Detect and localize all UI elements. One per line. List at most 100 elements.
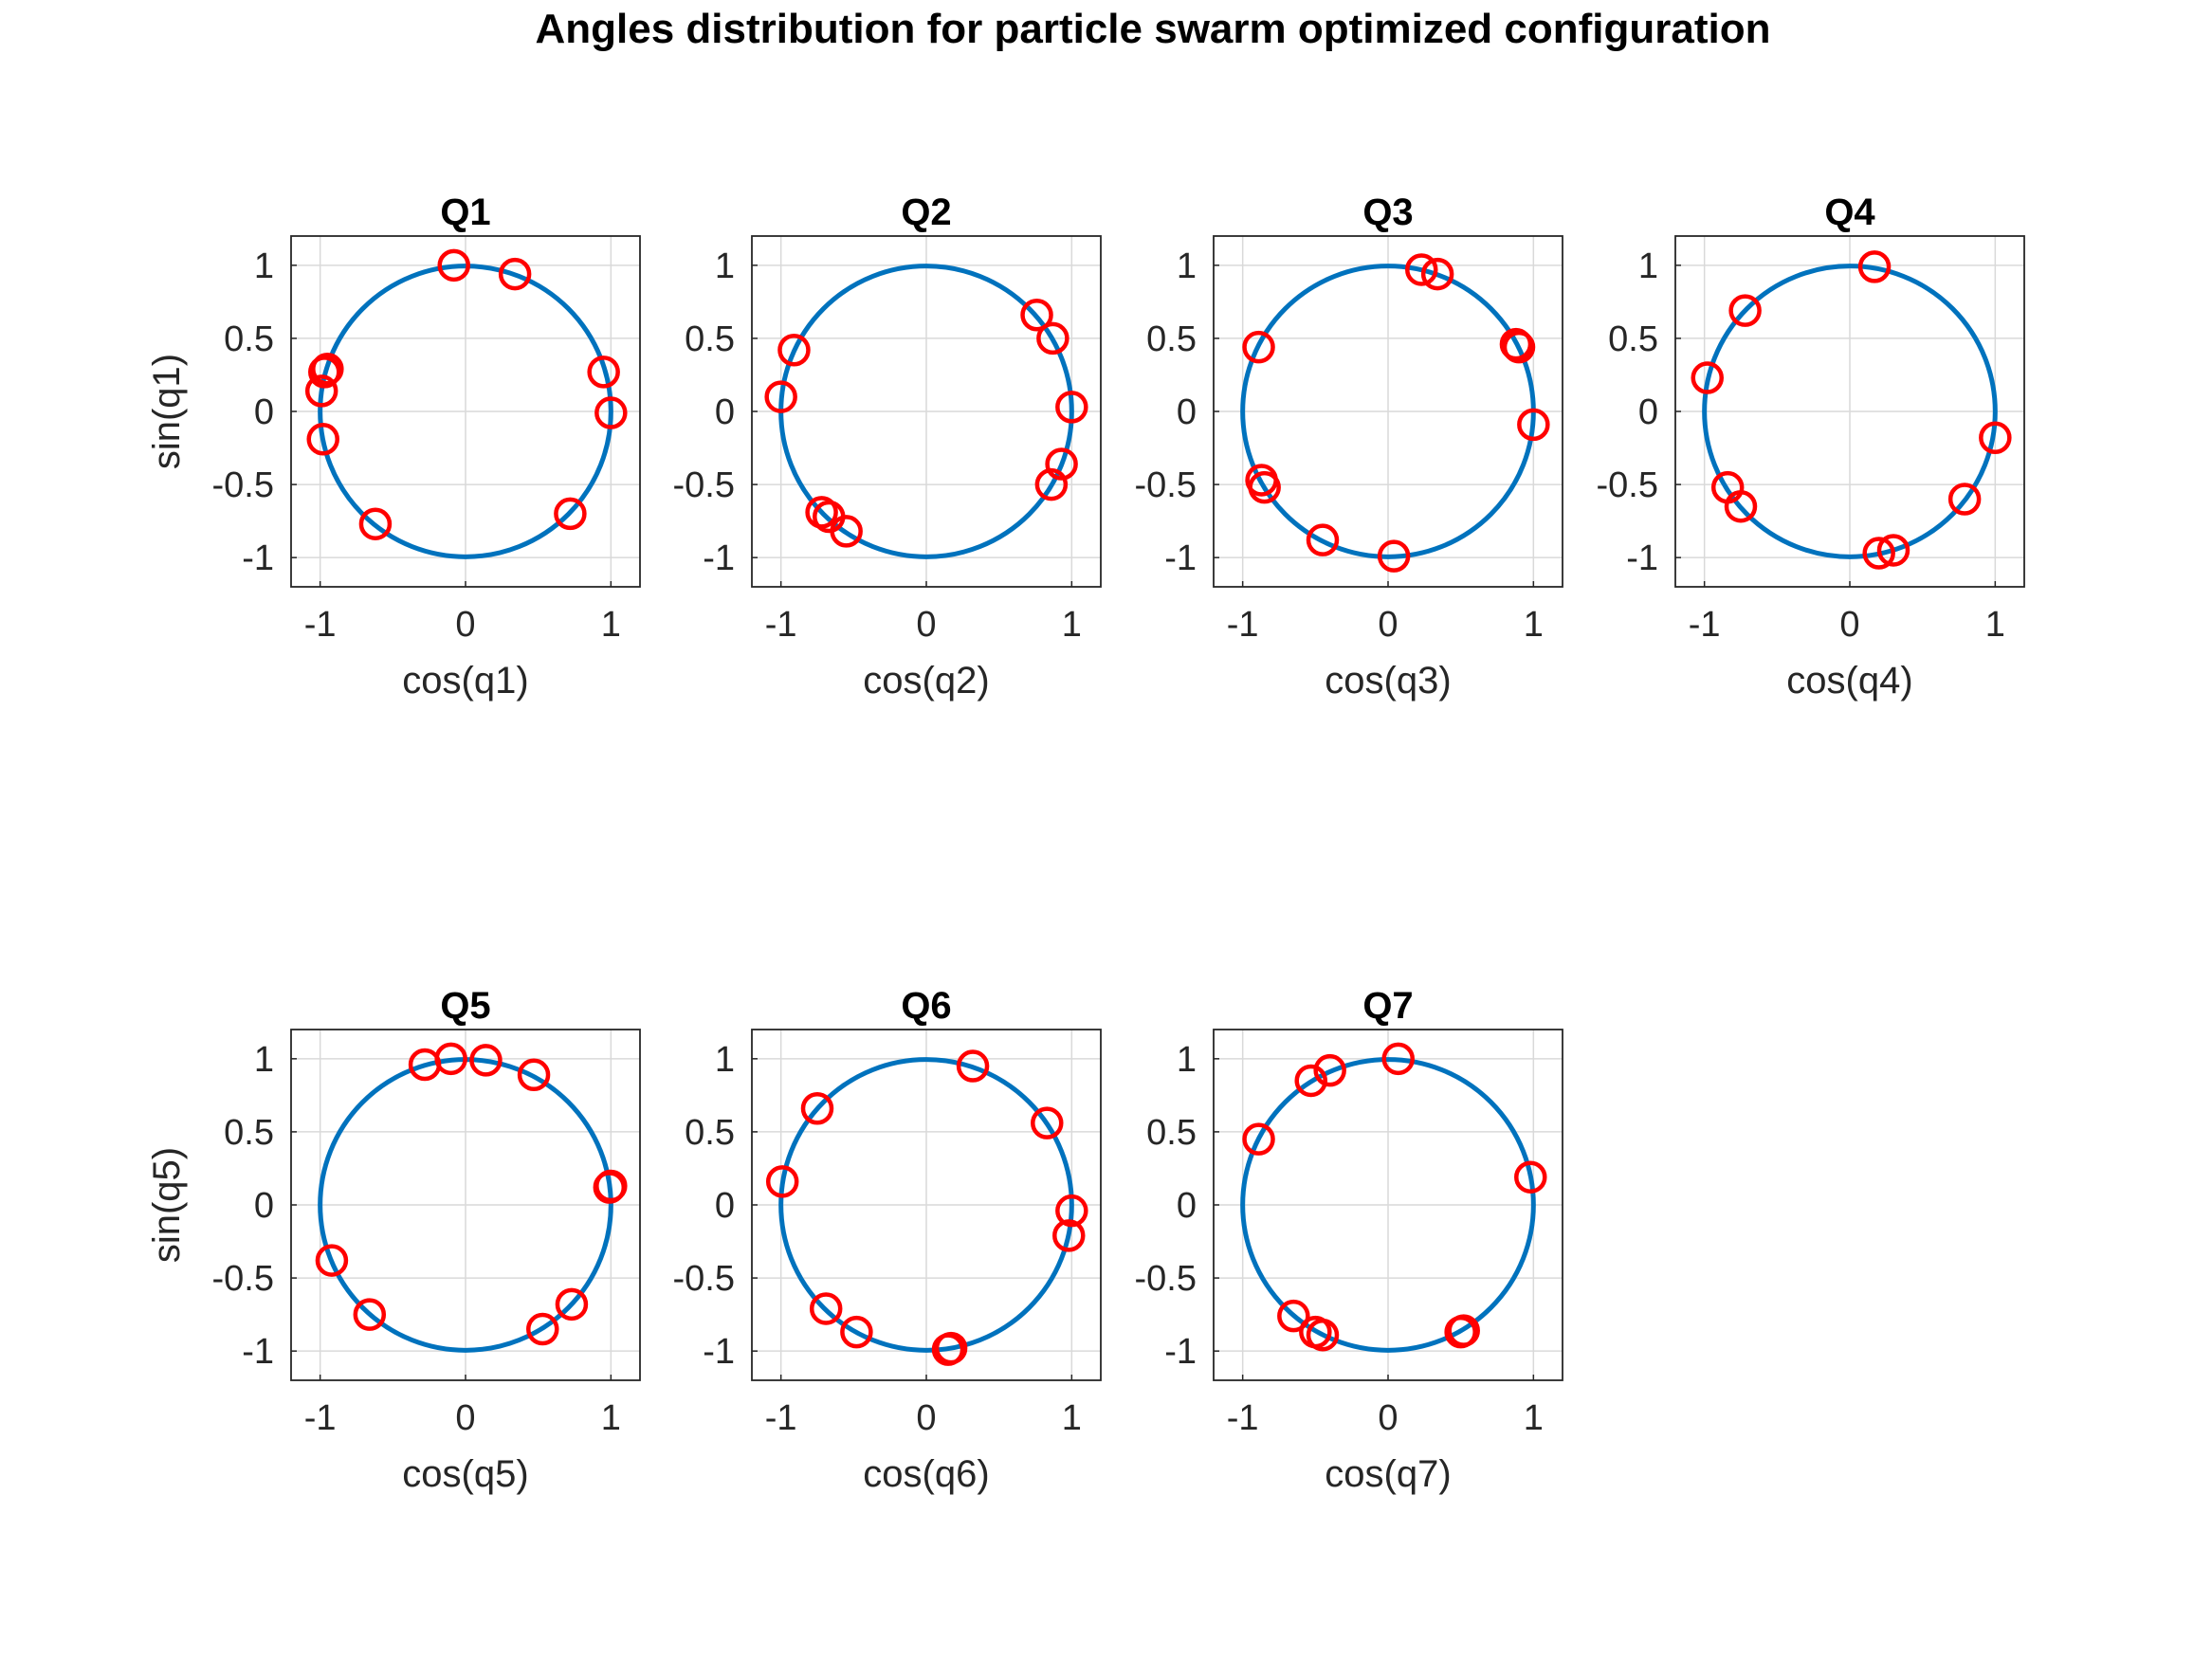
x-tick-label: 1 [1062, 1398, 1082, 1438]
y-tick-label: 0.5 [1608, 319, 1658, 359]
x-tick-label: 0 [916, 1398, 936, 1438]
x-tick-label: 0 [455, 1398, 475, 1438]
y-tick-label: 1 [254, 246, 274, 286]
data-point [1036, 321, 1069, 356]
subplot-4: -1 0 1 -1 -0.5 0 0.5 1 Q4 cos(q4) [1597, 191, 2025, 702]
data-point [777, 334, 811, 367]
y-axis-label: sin(q1) [146, 354, 188, 469]
subplot-7: -1 0 1 -1 -0.5 0 0.5 1 Q7 cos(q7) [1135, 985, 1563, 1495]
data-point [1299, 1315, 1332, 1349]
x-tick-label: 0 [1378, 605, 1398, 645]
y-tick-label: 0.5 [685, 319, 735, 359]
y-tick-label: 0.5 [224, 319, 274, 359]
subplot-6: -1 0 1 -1 -0.5 0 0.5 1 Q6 cos(q6) [673, 985, 1102, 1495]
y-tick-label: 1 [715, 1040, 735, 1080]
data-point [469, 1044, 503, 1077]
data-point [1245, 464, 1278, 497]
data-point [1947, 483, 1982, 516]
y-tick-label: 0 [254, 392, 274, 432]
x-tick-label: -1 [1227, 1398, 1259, 1438]
data-point [840, 1315, 873, 1349]
data-point [1876, 534, 1910, 567]
x-tick-label: 1 [1524, 605, 1544, 645]
y-tick-label: -0.5 [673, 465, 735, 505]
data-point [1728, 294, 1762, 327]
data-point [353, 1298, 387, 1331]
data-point [594, 396, 628, 429]
data-point [1242, 1122, 1275, 1156]
data-point [434, 1042, 467, 1076]
data-point [517, 1058, 551, 1092]
data-point [1420, 257, 1454, 291]
x-tick-label: -1 [1689, 605, 1721, 645]
data-point [800, 1092, 834, 1125]
x-axis-label: cos(q7) [1325, 1453, 1451, 1495]
data-point [1242, 330, 1275, 364]
y-tick-label: -1 [1164, 1332, 1197, 1372]
data-point [1277, 1299, 1310, 1333]
x-tick-label: 0 [455, 605, 475, 645]
data-point [315, 1244, 349, 1277]
subplot-5: -1 0 1 -1 -0.5 0 0.5 1 Q5 cos(q5) sin(q5) [146, 985, 641, 1495]
x-tick-label: -1 [765, 1398, 797, 1438]
y-tick-label: -1 [1626, 538, 1658, 578]
data-point [805, 496, 838, 529]
x-tick-label: 0 [1839, 605, 1859, 645]
x-tick-label: 1 [601, 605, 621, 645]
subplot-title: Q7 [1362, 985, 1413, 1027]
y-tick-label: -1 [242, 538, 274, 578]
y-tick-label: 0 [1177, 1186, 1197, 1226]
unit-circle [778, 1057, 1074, 1353]
y-tick-label: 0.5 [224, 1113, 274, 1153]
y-tick-label: 1 [1638, 246, 1658, 286]
data-point [765, 1165, 799, 1198]
x-tick-label: 1 [1985, 605, 2005, 645]
x-tick-label: 1 [601, 1398, 621, 1438]
data-point [1034, 467, 1069, 501]
y-tick-label: 0 [254, 1186, 274, 1226]
data-point [1691, 361, 1724, 394]
data-point [437, 248, 470, 283]
subplot-3: -1 0 1 -1 -0.5 0 0.5 1 Q3 cos(q3) [1135, 191, 1563, 702]
y-axis-label: sin(q5) [146, 1147, 188, 1263]
x-tick-label: 0 [916, 605, 936, 645]
subplots: -1 0 1 -1 -0.5 0 0.5 1 Q1 cos(q1) sin(q1) -1 0 1 -1 -0.… [146, 191, 2025, 1495]
data-point [809, 1292, 843, 1325]
x-tick-label: 0 [1378, 1398, 1398, 1438]
data-point [1514, 1160, 1547, 1194]
y-tick-label: 1 [1177, 246, 1197, 286]
data-point [1055, 1194, 1088, 1228]
data-point [1501, 329, 1534, 362]
x-tick-label: -1 [1227, 605, 1259, 645]
data-point [1031, 1106, 1064, 1139]
x-axis-label: cos(q1) [402, 660, 528, 702]
data-point [1447, 1314, 1480, 1347]
y-tick-label: 0.5 [1146, 319, 1197, 359]
x-axis-label: cos(q6) [863, 1453, 989, 1495]
y-tick-label: 0.5 [1146, 1113, 1197, 1153]
y-tick-label: -1 [703, 538, 735, 578]
data-point [764, 380, 797, 413]
data-point [1724, 489, 1758, 523]
x-axis-label: cos(q5) [402, 1453, 528, 1495]
data-point [358, 507, 393, 540]
x-axis-label: cos(q3) [1325, 660, 1451, 702]
data-point [1857, 250, 1892, 283]
y-tick-label: -0.5 [673, 1259, 735, 1299]
data-point [1055, 391, 1088, 424]
unit-circle [1240, 1057, 1536, 1353]
data-point [931, 1333, 965, 1366]
y-tick-label: -0.5 [1597, 465, 1658, 505]
data-point [554, 497, 587, 531]
y-tick-label: -1 [1164, 538, 1197, 578]
y-tick-label: 0.5 [685, 1113, 735, 1153]
subplot-title: Q6 [901, 985, 951, 1027]
data-point [1862, 537, 1895, 570]
x-tick-label: -1 [304, 605, 337, 645]
figure-title: Angles distribution for particle swarm o… [536, 6, 1771, 52]
data-point [1294, 1064, 1327, 1098]
data-point [1045, 447, 1078, 481]
subplot-title: Q2 [901, 191, 951, 233]
y-tick-label: -0.5 [212, 465, 274, 505]
